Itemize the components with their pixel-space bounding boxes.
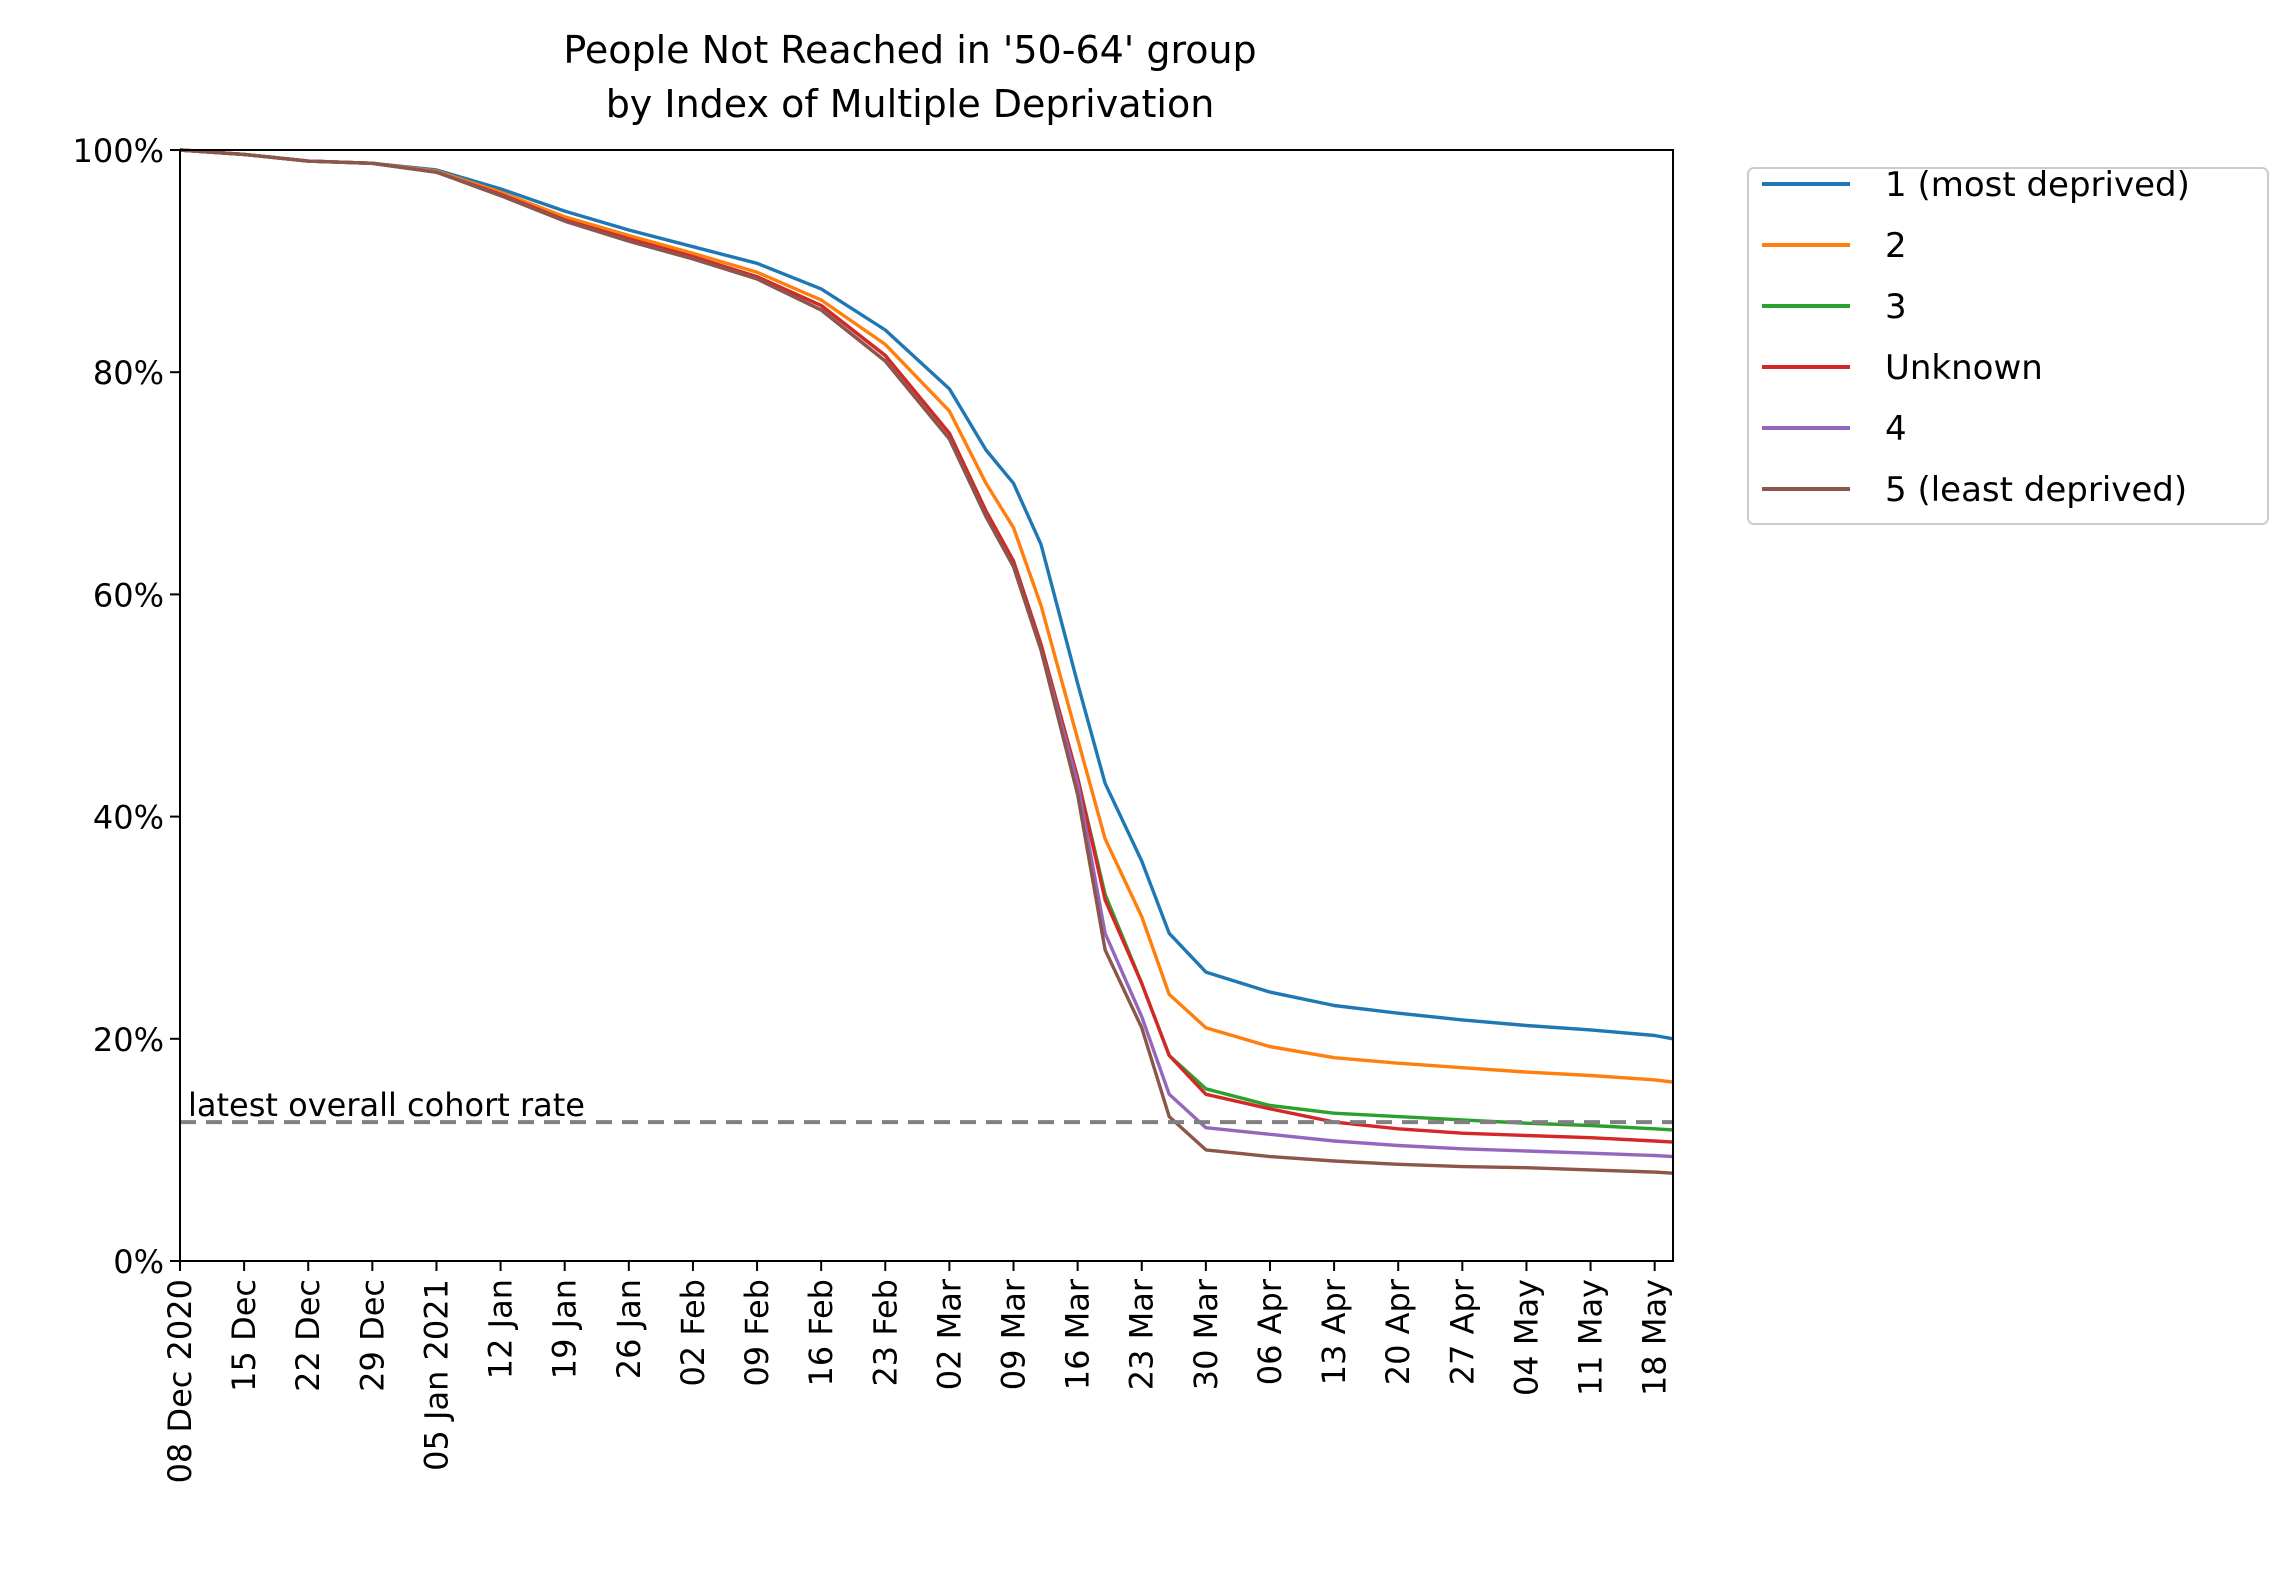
legend-label-2: 2	[1885, 226, 1907, 266]
x-tick-label: 09 Mar	[995, 1278, 1033, 1390]
legend-box	[1747, 167, 2269, 525]
legend-label-4: Unknown	[1885, 348, 2043, 388]
y-axis: 0% 20% 40% 60% 80% 100%	[73, 132, 180, 1281]
series-line-6	[179, 148, 1674, 1175]
y-tick-label: 0%	[113, 1243, 164, 1281]
legend-items: 1 (most deprived) 2 3 Unknown 4 5 (least depr…	[1762, 165, 2190, 510]
reference-layer: latest overall cohort rate	[180, 1086, 1673, 1125]
y-tick-label: 20%	[93, 1021, 164, 1059]
x-tick-label: 22 Dec	[289, 1279, 327, 1392]
x-tick-label: 27 Apr	[1443, 1278, 1481, 1385]
x-tick-label: 20 Apr	[1379, 1278, 1417, 1385]
series-line-5	[179, 148, 1674, 1159]
chart-title: People Not Reached in '50-64' group	[563, 28, 1256, 72]
x-tick-label: 08 Dec 2020	[161, 1279, 199, 1483]
x-tick-label: 13 Apr	[1315, 1278, 1353, 1385]
x-tick-label: 26 Jan	[610, 1279, 648, 1379]
plot-frame	[179, 149, 1674, 1262]
x-tick-label: 18 May	[1636, 1279, 1674, 1396]
y-tick-label: 60%	[93, 576, 164, 614]
series-layer	[179, 148, 1674, 1175]
x-tick-label: 19 Jan	[546, 1279, 584, 1379]
series-line-1	[179, 148, 1674, 1041]
series-line-2	[179, 148, 1674, 1084]
legend-label-6: 5 (least deprived)	[1885, 470, 2187, 510]
x-tick-label: 02 Feb	[674, 1279, 712, 1387]
x-tick-label: 16 Mar	[1059, 1278, 1097, 1390]
x-tick-label: 30 Mar	[1187, 1278, 1225, 1390]
x-tick-label: 02 Mar	[930, 1278, 968, 1390]
y-tick-label: 40%	[93, 799, 164, 837]
series-line-3	[179, 148, 1674, 1132]
legend-label-5: 4	[1885, 409, 1907, 449]
y-tick-label: 100%	[73, 132, 164, 170]
x-tick-label: 12 Jan	[482, 1279, 520, 1379]
x-tick-label: 11 May	[1572, 1279, 1610, 1396]
chart-subtitle: by Index of Multiple Deprivation	[606, 82, 1215, 126]
legend-label-1: 1 (most deprived)	[1885, 165, 2190, 205]
series-line-4	[179, 148, 1674, 1144]
legend: 1 (most deprived) 2 3 Unknown 4 5 (least depr…	[1747, 165, 2269, 525]
x-tick-label: 15 Dec	[225, 1279, 263, 1392]
x-axis: 08 Dec 2020 15 Dec 22 Dec 29 Dec 05 Jan 2021…	[161, 1261, 1674, 1483]
legend-label-3: 3	[1885, 287, 1907, 327]
x-tick-label: 06 Apr	[1251, 1278, 1289, 1385]
x-tick-label: 09 Feb	[738, 1279, 776, 1387]
x-tick-label: 23 Feb	[866, 1279, 904, 1387]
x-tick-label: 04 May	[1507, 1279, 1545, 1396]
y-tick-label: 80%	[93, 354, 164, 392]
x-tick-label: 29 Dec	[353, 1279, 391, 1392]
x-tick-label: 16 Feb	[802, 1279, 840, 1387]
x-tick-label: 23 Mar	[1123, 1278, 1161, 1390]
x-tick-label: 05 Jan 2021	[417, 1279, 455, 1471]
reference-line-label: latest overall cohort rate	[188, 1086, 585, 1124]
